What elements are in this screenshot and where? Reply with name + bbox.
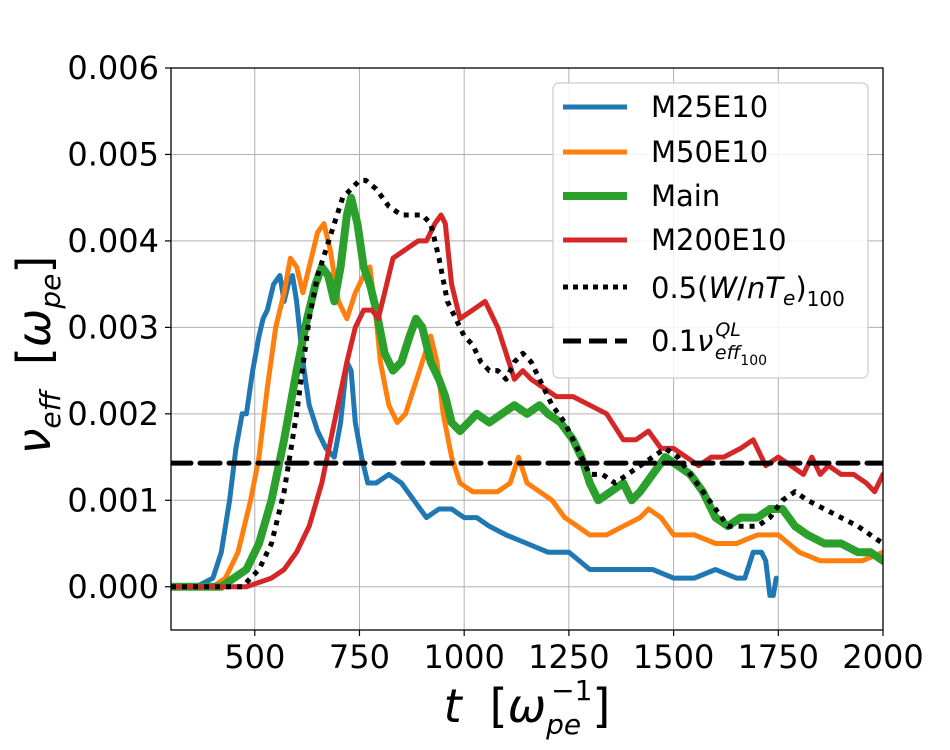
- ticks: 500 750 1000 1250 1500 1750 2000 0.000 0.001 0.00…: [67, 49, 923, 676]
- y-tick-label: 0.003: [67, 308, 159, 346]
- x-tick-label: 1500: [633, 638, 714, 676]
- legend-label-m25e10: M25E10: [651, 90, 768, 124]
- legend-box: [552, 82, 869, 379]
- x-tick-label: 750: [329, 638, 390, 676]
- series-layer: [171, 177, 883, 598]
- x-tick-label: 1000: [423, 638, 504, 676]
- legend: M25E10 M50E10 Main M200E10 0.5(W/nTe)100…: [552, 82, 869, 379]
- y-tick-label: 0.004: [67, 222, 159, 260]
- legend-label-m200e10: M200E10: [651, 223, 787, 257]
- series-energy-ratio: [171, 177, 883, 590]
- y-axis-label: νeff[ωpe]: [7, 256, 67, 455]
- legend-label-main: Main: [651, 179, 720, 213]
- x-tick-label: 1750: [738, 638, 819, 676]
- x-tick-label: 500: [224, 638, 285, 676]
- y-tick-label: 0.000: [67, 568, 159, 606]
- x-tick-label: 2000: [842, 638, 923, 676]
- y-tick-label: 0.001: [67, 481, 159, 519]
- series-m25e10: [171, 273, 779, 598]
- y-tick-label: 0.006: [67, 49, 159, 87]
- y-tick-label: 0.002: [67, 395, 159, 433]
- x-axis-label: t [ωpe−1]: [444, 674, 611, 741]
- x-tick-label: 1250: [528, 638, 609, 676]
- plot-frame: [170, 67, 884, 631]
- legend-label-m50e10: M50E10: [651, 135, 768, 169]
- y-tick-label: 0.005: [67, 135, 159, 173]
